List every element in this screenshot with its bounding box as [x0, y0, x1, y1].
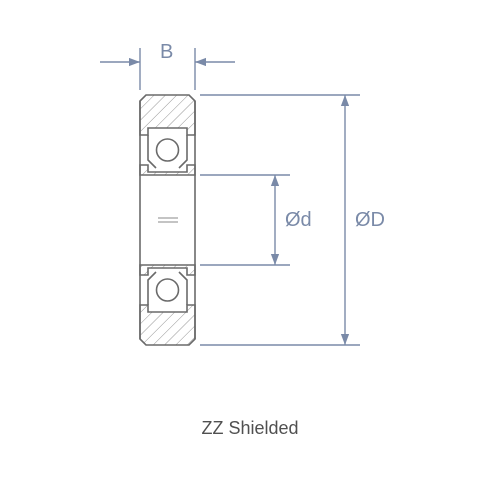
- label-d: Ød: [285, 209, 312, 231]
- label-D: ØD: [355, 209, 385, 231]
- bearing-bore: [140, 175, 195, 265]
- bearing-lower-section: [140, 265, 195, 345]
- dimension-d: [200, 175, 290, 265]
- bearing-upper-section: [140, 95, 195, 175]
- label-B: B: [160, 41, 173, 63]
- diagram-canvas: B Ød ØD ZZ Shielded: [0, 0, 500, 500]
- dimension-D: [200, 95, 360, 345]
- diagram-caption: ZZ Shielded: [0, 418, 500, 439]
